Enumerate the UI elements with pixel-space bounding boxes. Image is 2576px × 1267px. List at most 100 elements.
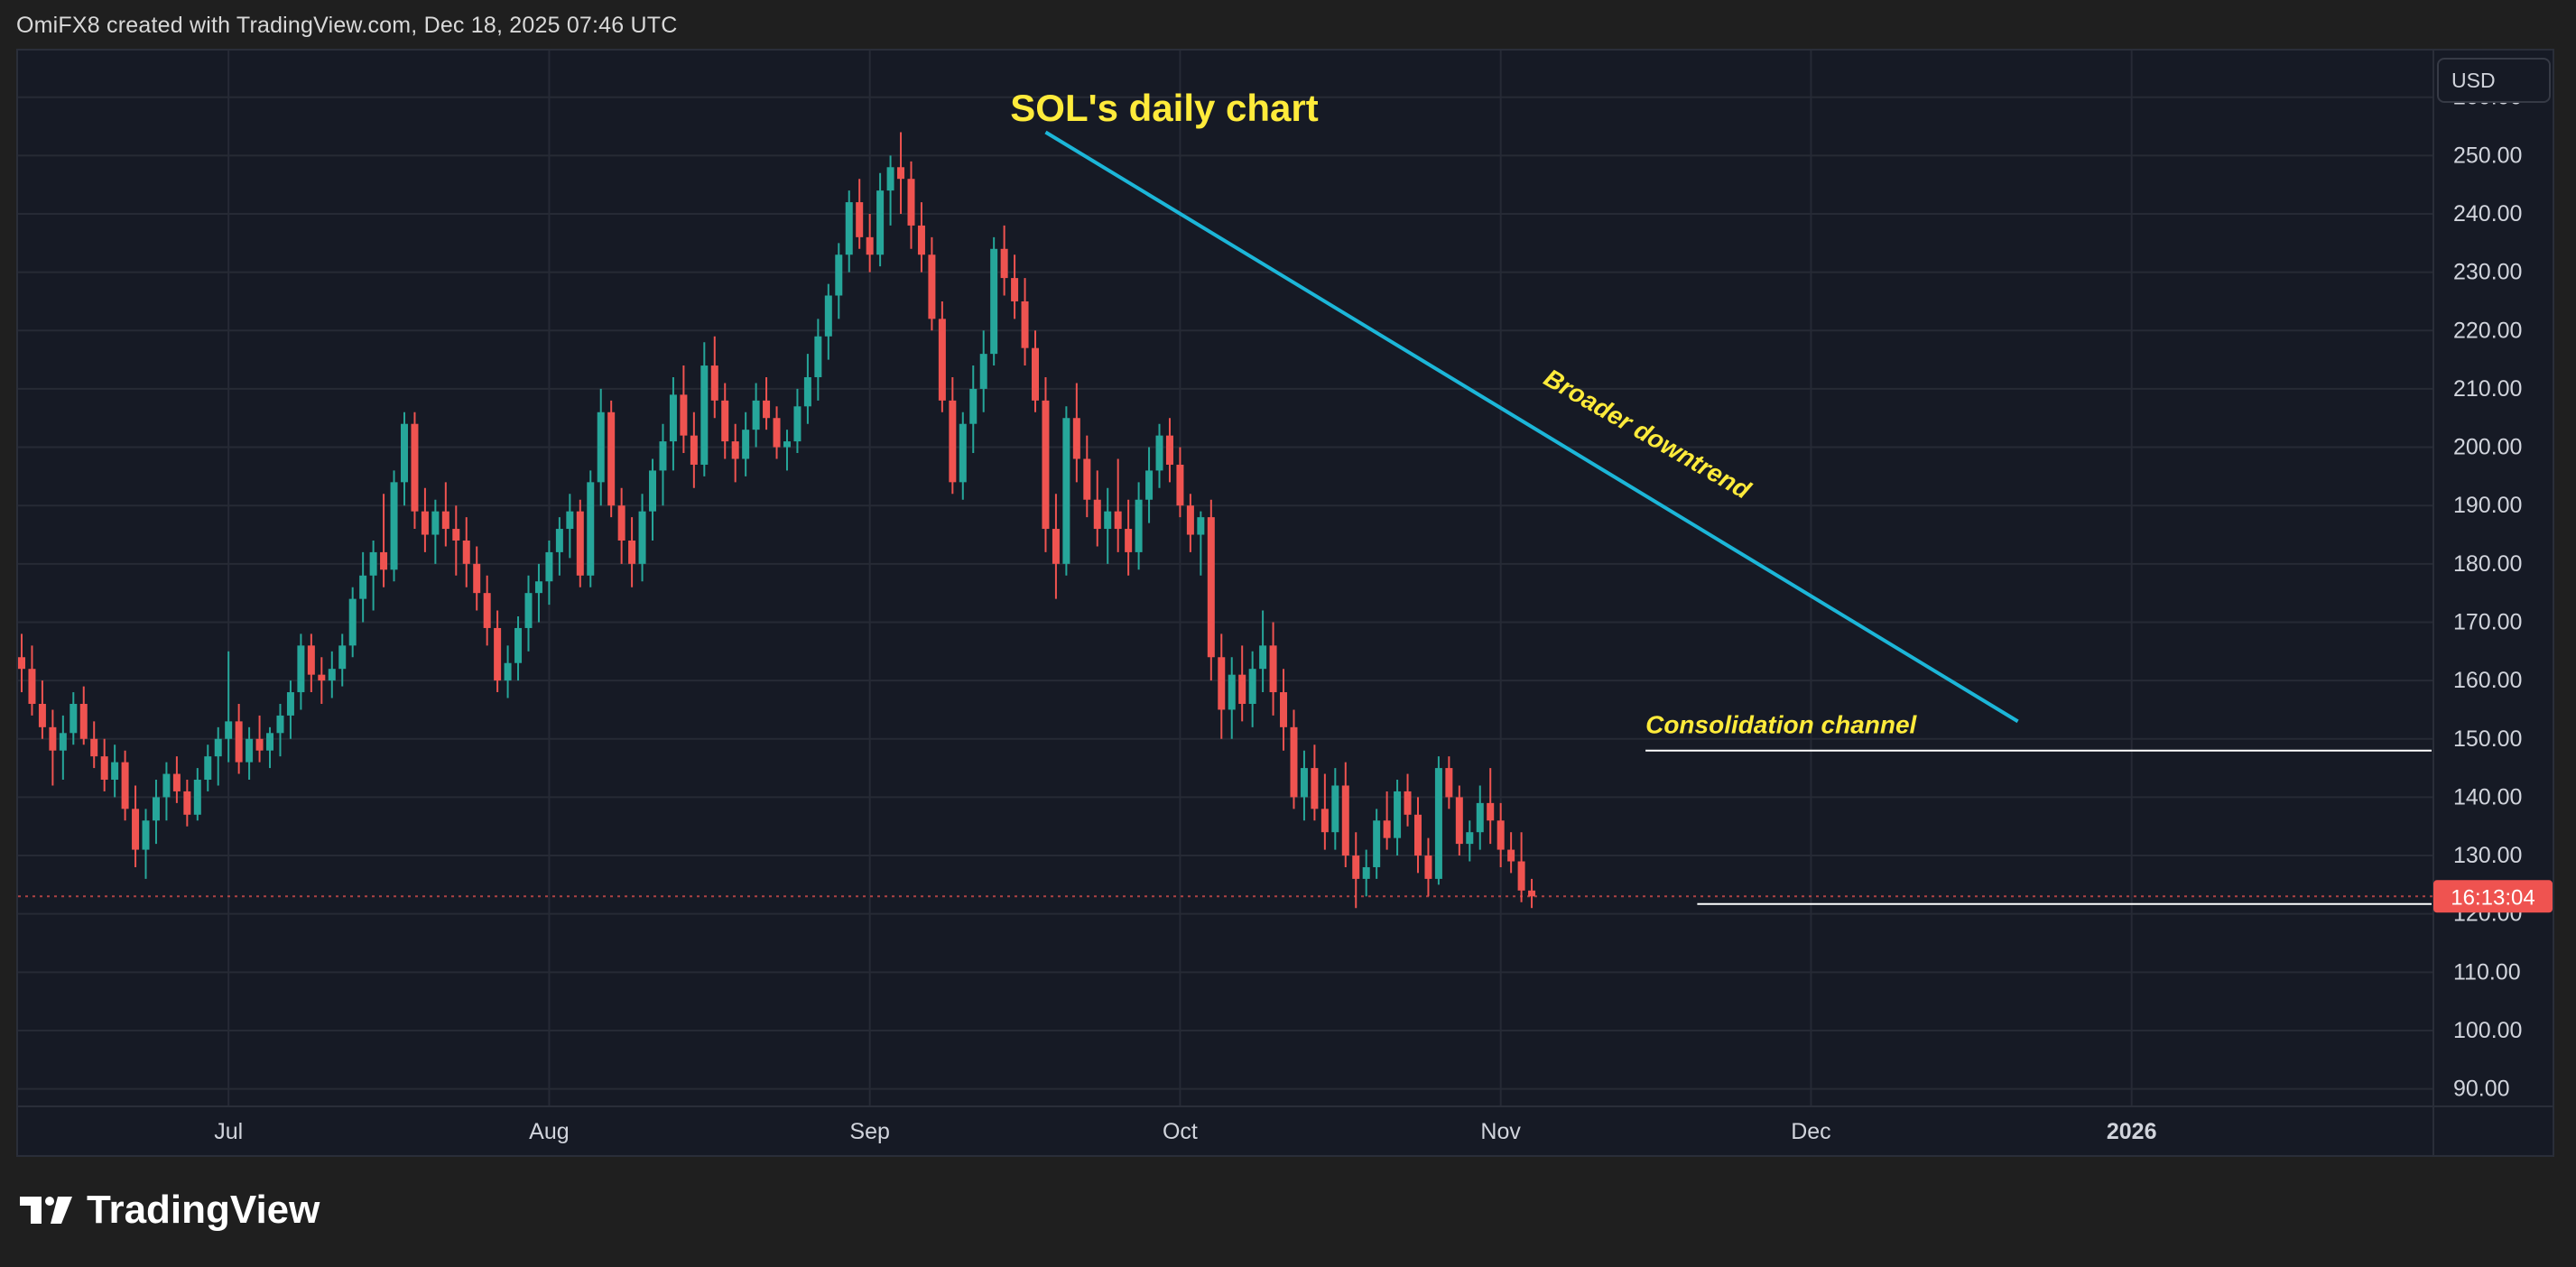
- candle-body: [1042, 400, 1050, 530]
- annotation-label[interactable]: Broader downtrend: [1540, 364, 1756, 504]
- candle-body: [1000, 248, 1008, 279]
- candle-body: [1290, 726, 1298, 798]
- candle-body: [783, 441, 791, 448]
- candle-body: [1021, 301, 1029, 348]
- downtrend-line[interactable]: [1044, 130, 2019, 724]
- y-tick-label: 160.00: [2453, 668, 2522, 693]
- candle-body: [856, 202, 864, 237]
- candle-body: [835, 254, 843, 296]
- candle-body: [307, 645, 315, 675]
- candle-body: [1445, 768, 1453, 798]
- candle-body: [1466, 832, 1474, 845]
- y-tick-label: 220.00: [2453, 318, 2522, 343]
- candle-body: [1062, 418, 1070, 564]
- y-tick-label: 210.00: [2453, 376, 2522, 402]
- attribution-text: OmiFX8 created with TradingView.com, Dec…: [16, 13, 678, 38]
- candle-body: [1186, 505, 1194, 535]
- candle-body: [628, 540, 636, 564]
- candle-body: [1093, 499, 1101, 530]
- candle-body: [1218, 657, 1226, 710]
- candle-body: [246, 738, 254, 763]
- y-tick-label: 150.00: [2453, 726, 2522, 752]
- candle-body: [514, 627, 523, 663]
- candle-body: [483, 593, 491, 628]
- candle-body: [1165, 435, 1173, 465]
- candle-body: [534, 581, 542, 594]
- candle-body: [979, 354, 987, 389]
- currency-selector-button[interactable]: USD: [2437, 58, 2551, 103]
- candle-body: [1424, 855, 1432, 879]
- candle-body: [235, 721, 243, 763]
- candle-body: [1011, 278, 1019, 301]
- candle-body: [700, 365, 709, 465]
- y-tick-label: 170.00: [2453, 609, 2522, 634]
- candle-body: [638, 511, 646, 564]
- candle-body: [452, 529, 460, 541]
- candle-body: [1507, 849, 1515, 862]
- candlestick-chart[interactable]: 90.00100.00110.00120.00130.00140.00150.0…: [18, 51, 2553, 1155]
- x-tick-label: 2026: [2107, 1119, 2157, 1144]
- candle-body: [79, 703, 88, 739]
- candle-body: [121, 762, 129, 809]
- candle-body: [100, 756, 108, 781]
- candle-body: [1269, 645, 1277, 693]
- candle-body: [752, 400, 760, 430]
- candle-body: [1320, 809, 1329, 833]
- candle-body: [1052, 529, 1060, 564]
- candle-body: [1352, 855, 1360, 879]
- candle-body: [380, 551, 388, 570]
- candle-body: [286, 692, 294, 716]
- y-tick-label: 190.00: [2453, 493, 2522, 518]
- candle-body: [710, 365, 718, 401]
- candle-body: [1487, 802, 1495, 821]
- candle-body: [69, 703, 78, 734]
- candle-body: [1125, 529, 1133, 552]
- candle-body: [225, 721, 233, 739]
- candle-body: [742, 430, 750, 459]
- candle-body: [1155, 435, 1163, 471]
- candle-body: [1145, 470, 1154, 500]
- candle-body: [876, 190, 885, 255]
- y-tick-label: 230.00: [2453, 260, 2522, 285]
- countdown-label: 16:13:04: [2451, 885, 2534, 910]
- candle-body: [1072, 418, 1080, 459]
- candle-body: [1404, 791, 1412, 815]
- x-tick-label: Nov: [1480, 1119, 1521, 1144]
- candle-body: [411, 423, 419, 512]
- x-tick-label: Dec: [1791, 1119, 1830, 1144]
- annotation-label[interactable]: Consolidation channel: [1645, 710, 1917, 738]
- candle-body: [917, 225, 925, 255]
- y-tick-label: 90.00: [2453, 1077, 2510, 1102]
- candle-body: [949, 400, 957, 483]
- candle-body: [649, 470, 657, 512]
- candle-body: [152, 797, 160, 821]
- candle-body: [1238, 674, 1246, 704]
- y-tick-label: 250.00: [2453, 143, 2522, 168]
- candle-body: [1207, 517, 1215, 658]
- x-tick-label: Sep: [849, 1119, 889, 1144]
- candle-body: [1083, 458, 1091, 500]
- candle-body: [494, 627, 502, 681]
- candle-body: [1280, 692, 1288, 727]
- candle-body: [690, 435, 698, 465]
- candle-body: [1434, 768, 1442, 879]
- candle-body: [38, 703, 46, 727]
- candle-body: [897, 167, 905, 180]
- candle-body: [338, 645, 347, 670]
- countdown-badge: [2433, 880, 2553, 913]
- candle-body: [1331, 785, 1339, 833]
- candle-body: [1197, 517, 1205, 535]
- candle-body: [348, 598, 357, 646]
- candle-body: [1341, 785, 1349, 856]
- chart-title: SOL's daily chart: [1010, 87, 1318, 129]
- candle-body: [297, 645, 305, 693]
- candle-body: [824, 295, 832, 337]
- tradingview-logo[interactable]: TradingView: [20, 1188, 320, 1233]
- candle-body: [886, 167, 894, 191]
- candle-body: [1135, 499, 1143, 552]
- candle-body: [1394, 791, 1402, 838]
- chart-panel[interactable]: 90.00 100.00 110.00 120.00 130.00 140.00 150.0…: [16, 49, 2554, 1157]
- candle-body: [659, 441, 667, 471]
- candle-body: [803, 376, 811, 407]
